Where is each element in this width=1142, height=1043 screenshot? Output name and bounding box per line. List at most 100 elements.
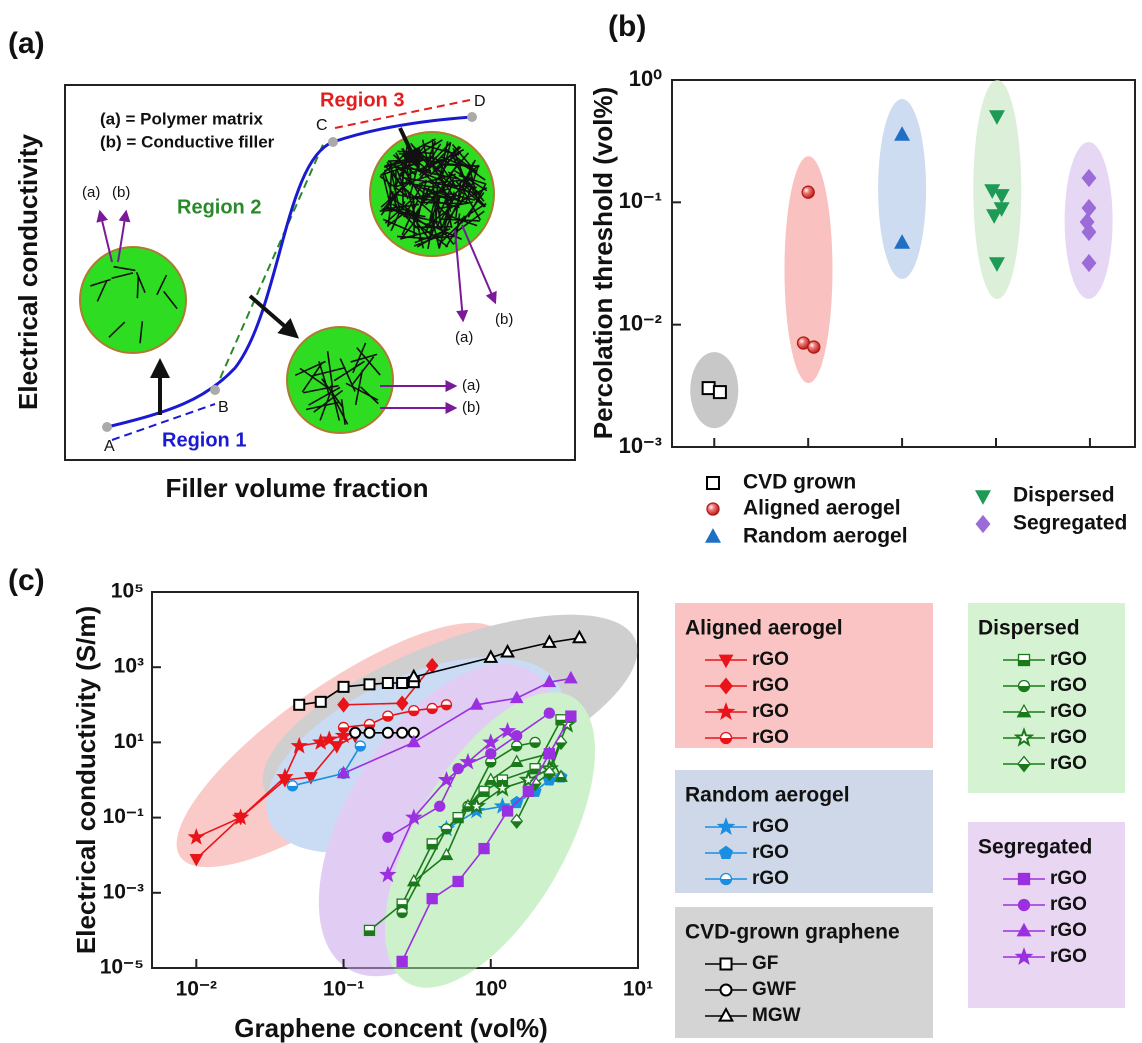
y-tick-label: 10⁻¹ [619,188,662,213]
legend-label: rGO [1050,946,1087,967]
marker [571,629,587,644]
marker-shape [522,785,535,797]
marker-shape [314,695,327,708]
marker-shape [564,670,578,684]
marker [320,730,338,747]
marker [1081,222,1097,242]
marker-half [462,806,474,811]
legend-marker [716,702,736,720]
marker-shape [807,340,821,354]
marker-half [485,762,496,768]
legend-label: GWF [752,979,796,1000]
filler [462,189,482,221]
marker-shape [336,765,351,779]
marker-half [441,704,452,710]
marker-shape [718,654,734,669]
marker-half [397,904,408,910]
region-label: Region 3 [320,89,404,111]
legend-marker [717,1007,735,1022]
filler [438,211,450,249]
filler [156,274,168,296]
panel-label: (a) [8,27,45,60]
marker [701,381,716,396]
legend-label: MGW [752,1005,801,1026]
point-label: D [474,93,486,110]
marker [988,110,1005,125]
marker-shape [406,668,422,683]
legend-box [675,770,933,893]
marker [542,674,557,688]
marker [459,752,477,770]
callout-label: (b) [112,184,130,201]
legend-box [968,603,1125,793]
legend-text: (b) = Conductive filler [100,132,275,151]
marker-half [453,817,464,823]
marker-half [355,746,366,752]
marker [801,185,815,199]
marker [382,831,394,843]
callout-label: (a) [462,377,480,394]
filler [387,191,394,227]
y-tick-label: 10⁻¹ [103,805,144,828]
marker [405,808,423,825]
y-axis-label: Electrical conductivity (S/m) [71,606,101,954]
legend-title: Dispersed [978,617,1080,640]
marker [293,698,306,711]
marker-shape [717,1007,735,1022]
marker-shape [396,955,408,968]
filler [422,144,460,156]
marker [509,690,524,704]
marker [396,677,409,690]
y-tick-label: 10⁻³ [619,433,662,458]
marker-shape [363,726,376,739]
chart-b: Percolation threshold (vol%) 10⁻³ 10⁻² 10⁻… [588,66,1136,548]
marker-shape [1017,898,1031,912]
filler [401,199,419,236]
legend-marker [1017,898,1031,912]
marker-shape [501,805,514,817]
point [210,385,220,395]
marker-half [555,742,567,750]
filler [444,195,462,231]
legend-marker [1014,947,1034,965]
group-ellipse [878,99,927,280]
marker [510,813,524,830]
marker [482,733,500,750]
filler [458,162,475,198]
marker-shape [975,490,991,505]
filler [400,181,439,189]
marker-half [427,843,438,849]
marker [1081,168,1097,188]
y-tick-label: 10⁻² [619,310,662,335]
marker [511,740,523,752]
legend-label: rGO [1050,675,1087,696]
marker-half [408,710,419,716]
legend-marker [718,845,734,859]
marker-shape [988,257,1005,272]
marker [336,765,351,779]
marker [381,677,394,690]
filler [380,188,402,216]
legend-marker [1017,755,1031,773]
marker-shape [434,800,446,812]
filler [340,398,346,425]
marker-half [427,708,438,714]
marker [286,780,299,792]
legend-marker [706,502,720,516]
marker-half [408,881,420,886]
legend-marker [1013,727,1035,747]
legend-label: rGO [752,727,789,748]
filler [435,197,444,236]
point-label: A [104,438,115,455]
marker-half [720,879,732,885]
legend-label: rGO [1050,701,1087,722]
filler [423,186,460,201]
marker-shape [511,730,523,742]
marker [440,699,453,711]
y-tick-label: 10¹ [114,730,144,753]
legend-title: CVD-grown graphene [685,921,900,944]
region-label: Region 2 [177,196,261,218]
marker-shape [988,110,1005,125]
marker [452,763,464,775]
legend-label: rGO [752,701,789,722]
